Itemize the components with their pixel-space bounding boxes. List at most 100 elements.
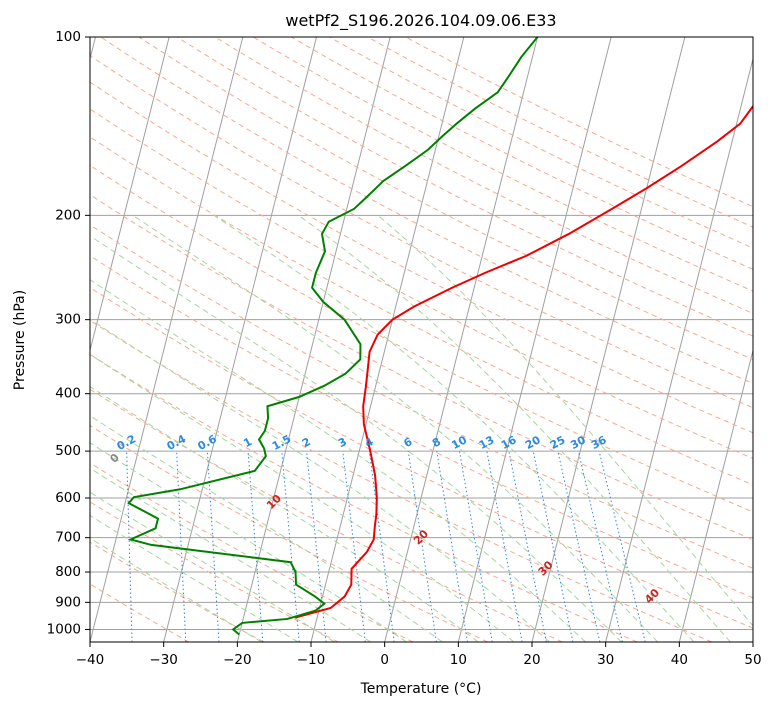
x-tick-label: 10 [450, 652, 467, 668]
y-tick-label: 900 [55, 594, 81, 610]
mixing-ratio-label: 4 [363, 435, 376, 450]
moist-adiabat-line [90, 353, 515, 642]
isotherm-line [236, 37, 391, 642]
mixing-ratio-line [508, 451, 547, 642]
isobar-gridlines [90, 214, 753, 630]
mixing-ratio-line [281, 451, 300, 642]
dry-adiabat-line [90, 319, 712, 642]
dry-adiabat-line [367, 37, 753, 228]
profile-series [127, 37, 753, 636]
moist-adiabat-line [132, 214, 659, 642]
moist-adiabat-line [90, 415, 443, 642]
isotherm-line [605, 56, 753, 642]
isotherm-line [752, 639, 753, 642]
y-tick-label: 500 [55, 443, 81, 459]
y-axis-ticks: 100 200 300 400 500 600 700 800 900 1000 [47, 29, 90, 637]
moist-adiabats [90, 214, 753, 642]
mixing-ratio-lines [80, 450, 646, 642]
dry-adiabats [90, 37, 753, 642]
y-axis-label: Pressure (hPa) [12, 290, 28, 390]
y-tick-label: 600 [55, 490, 81, 506]
dry-adiabat-line [90, 255, 753, 599]
moist-adiabat-line [90, 235, 622, 642]
moist-adiabat-line [377, 214, 753, 627]
dry-adiabat-line [90, 224, 753, 569]
mixing-ratio-label: 6 [402, 435, 415, 450]
x-tick-label: −10 [297, 652, 326, 668]
x-tick-label: −40 [76, 652, 105, 668]
y-tick-label: 700 [55, 530, 81, 546]
mixing-ratio-label: 20 [523, 433, 543, 452]
mixing-ratio-line [557, 450, 601, 642]
mixing-ratio-line [598, 450, 646, 642]
mixing-ratio-label: 16 [499, 433, 519, 452]
mixing-ratio-label: 0.2 [115, 432, 138, 453]
mixing-ratio-line [458, 451, 493, 642]
y-tick-label: 800 [55, 564, 81, 580]
mixing-ratio-line [532, 450, 574, 642]
mixing-ratio-line [368, 451, 395, 642]
temperature-line [294, 104, 753, 619]
dry-adiabat-line [90, 388, 563, 642]
x-axis-ticks: −40 −30 −20 −10 0 10 20 30 40 50 [76, 642, 762, 668]
moist-adiabat-line [90, 279, 586, 642]
mixing-ratio-line [436, 451, 469, 642]
moist-adiabat-line [90, 537, 262, 642]
mixing-ratio-label: 36 [589, 433, 609, 452]
y-tick-label: 400 [55, 386, 81, 402]
dewpoint-line [127, 37, 539, 636]
moist-adiabat-label: 20 [411, 527, 431, 547]
x-tick-label: 30 [597, 652, 614, 668]
dry-adiabat-line [90, 462, 414, 642]
isotherm-line [457, 37, 612, 642]
moist-adiabat-line [90, 318, 550, 642]
mixing-ratio-label: 1 [241, 435, 254, 450]
dry-adiabat-line [329, 37, 753, 249]
dry-adiabat-line [90, 194, 753, 541]
dry-adiabat-line [214, 37, 753, 314]
y-tick-label: 100 [55, 29, 81, 45]
x-axis-label: Temperature (°C) [360, 681, 482, 697]
y-tick-label: 200 [55, 207, 81, 223]
x-tick-label: 20 [523, 652, 540, 668]
mixing-ratio-label: 8 [430, 435, 443, 450]
isotherm-line [678, 348, 753, 642]
dry-adiabat-line [252, 37, 753, 292]
mixing-ratio-label: 10 [449, 433, 469, 452]
dry-adiabat-line [90, 583, 190, 642]
plot-area: -100-90-80-70-60-50-40-30-20-100.10.20.4… [80, 37, 753, 642]
isotherm-line [163, 37, 317, 642]
mixing-ratio-label: 3 [336, 435, 349, 450]
isotherm-line [384, 37, 538, 642]
y-tick-label: 1000 [47, 621, 81, 637]
y-tick-label: 300 [55, 312, 81, 328]
mixing-ratio-label: 13 [477, 433, 497, 452]
moist-adiabat-line [90, 491, 335, 642]
isotherm-line [531, 37, 686, 642]
mixing-ratio-label: 2 [300, 435, 313, 450]
dry-adiabat-line [176, 37, 753, 337]
mixing-ratio-line [486, 451, 523, 642]
dry-adiabat-line [90, 287, 753, 629]
mixing-ratio-label: 0.4 [165, 432, 189, 453]
moist-adiabat-line [90, 514, 299, 642]
moist-adiabat-line [90, 467, 371, 642]
x-tick-label: 0 [380, 652, 389, 668]
mixing-ratio-line [80, 451, 82, 642]
moist-adiabat-line [90, 385, 479, 642]
dry-adiabat-line [90, 55, 753, 409]
moist-adiabat-label: 10 [264, 492, 284, 512]
isotherm-line [90, 37, 244, 642]
mixing-ratio-label: 30 [568, 433, 588, 452]
moist-adiabat-line [298, 214, 731, 642]
chart-title: wetPf2_S196.2026.104.09.06.E33 [285, 11, 556, 31]
mixing-ratio-line [342, 451, 366, 642]
x-tick-label: 50 [744, 652, 761, 668]
dry-adiabat-line [90, 353, 638, 642]
dry-adiabat-line [138, 37, 753, 361]
dry-adiabat-line [90, 108, 753, 460]
mixing-ratio-label: 25 [548, 433, 568, 452]
mixing-ratio-line [407, 451, 437, 642]
x-tick-label: 40 [671, 652, 688, 668]
